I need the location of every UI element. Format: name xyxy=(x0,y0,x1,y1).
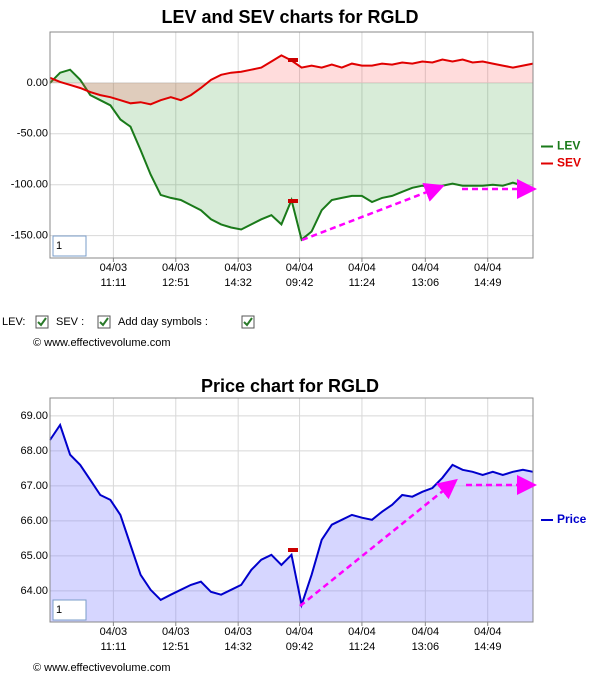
plot-area xyxy=(50,32,533,258)
copyright: © www.effectivevolume.com xyxy=(33,662,171,674)
sev-label: SEV : xyxy=(56,316,84,328)
area xyxy=(50,55,533,105)
x-tick-label: 11:11 xyxy=(100,277,126,289)
area xyxy=(50,425,533,622)
x-tick-label: 11:24 xyxy=(349,641,376,653)
day-symbol xyxy=(288,548,298,552)
trend-arrow xyxy=(299,478,458,607)
day-symbol xyxy=(288,58,298,62)
x-tick-label: 04/04 xyxy=(348,626,376,638)
legend-label: SEV xyxy=(557,156,581,170)
zoom-box-text: 1 xyxy=(56,240,62,252)
y-tick-label: -150.00 xyxy=(11,230,48,242)
x-tick-label: 11:24 xyxy=(349,277,376,289)
x-tick-label: 04/04 xyxy=(412,262,440,274)
x-tick-label: 04/03 xyxy=(224,262,252,274)
zoom-box xyxy=(52,235,87,257)
x-tick-label: 12:51 xyxy=(162,277,190,289)
lev-label: LEV: xyxy=(2,316,25,328)
plot-frame xyxy=(49,31,534,259)
y-tick-label: 65.00 xyxy=(20,550,48,562)
legend-label: Price xyxy=(557,512,587,526)
day-symbols-label: Add day symbols : xyxy=(118,316,208,328)
x-tick-label: 04/04 xyxy=(286,626,314,638)
copyright: © www.effectivevolume.com xyxy=(33,337,171,349)
legend-label: LEV xyxy=(557,139,580,153)
x-tick-label: 04/04 xyxy=(412,626,440,638)
x-tick-label: 14:32 xyxy=(224,277,252,289)
x-tick-label: 04/04 xyxy=(286,262,314,274)
x-tick-label: 12:51 xyxy=(162,641,190,653)
y-tick-label: -50.00 xyxy=(17,128,48,140)
x-tick-label: 04/03 xyxy=(100,626,128,638)
x-tick-label: 11:11 xyxy=(100,641,126,653)
y-tick-label: 68.00 xyxy=(20,445,48,457)
x-tick-label: 14:32 xyxy=(224,641,252,653)
lev-sev-chart: LEV and SEV charts for RGLD 0.00 -50.00 -10… xyxy=(11,7,581,289)
y-tick-label: 0.00 xyxy=(27,77,48,89)
chart-title: LEV and SEV charts for RGLD xyxy=(161,7,418,27)
x-tick-label: 09:42 xyxy=(286,641,314,653)
trend-arrow xyxy=(301,183,445,242)
x-tick-label: 13:06 xyxy=(412,641,440,653)
day-symbols-checkbox[interactable] xyxy=(241,315,255,329)
x-tick-label: 04/03 xyxy=(162,626,190,638)
y-tick-label: 64.00 xyxy=(20,585,48,597)
y-tick-label: -100.00 xyxy=(11,179,48,191)
day-symbol xyxy=(288,199,298,203)
y-tick-label: 67.00 xyxy=(20,480,48,492)
lev-checkbox[interactable] xyxy=(35,315,49,329)
x-tick-label: 13:06 xyxy=(412,277,440,289)
x-tick-label: 14:49 xyxy=(474,641,502,653)
x-tick-label: 14:49 xyxy=(474,277,502,289)
x-tick-label: 04/04 xyxy=(474,626,502,638)
line xyxy=(49,422,534,609)
sev-checkbox[interactable] xyxy=(97,315,111,329)
zoom-box-text: 1 xyxy=(56,604,62,616)
price-chart: Price chart for RGLD 69.00 68.00 67.00 66.00… xyxy=(20,376,586,653)
x-tick-label: 04/03 xyxy=(162,262,190,274)
x-tick-label: 04/04 xyxy=(348,262,376,274)
x-tick-label: 04/03 xyxy=(224,626,252,638)
x-tick-label: 09:42 xyxy=(286,277,314,289)
zoom-box xyxy=(52,599,87,621)
y-tick-label: 66.00 xyxy=(20,515,48,527)
x-tick-label: 04/03 xyxy=(100,262,128,274)
y-tick-label: 69.00 xyxy=(20,410,48,422)
chart-title: Price chart for RGLD xyxy=(201,376,379,396)
x-tick-label: 04/04 xyxy=(474,262,502,274)
plot-frame xyxy=(49,397,534,623)
plot-area xyxy=(50,398,533,622)
